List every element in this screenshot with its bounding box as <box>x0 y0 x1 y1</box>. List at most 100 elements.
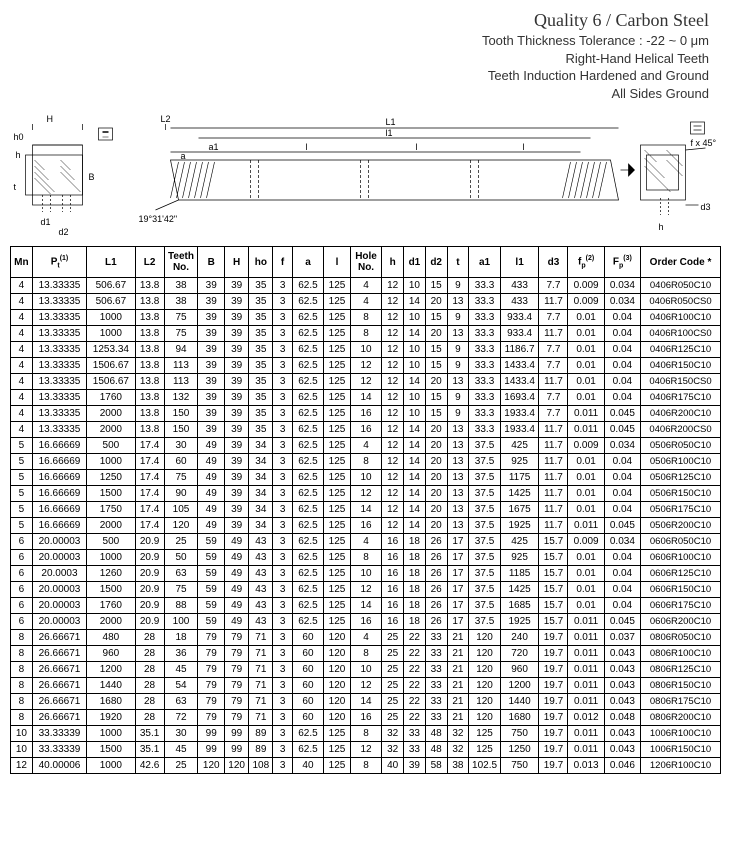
cell: 49 <box>225 550 249 566</box>
cell: 0.04 <box>604 374 640 390</box>
cell: 79 <box>198 630 225 646</box>
cell: 20 <box>425 486 447 502</box>
header-grinding: All Sides Ground <box>10 85 709 103</box>
table-row: 413.33335100013.875393935362.51258121015… <box>11 310 721 326</box>
cell: 17 <box>447 566 469 582</box>
cell: 15.7 <box>539 598 568 614</box>
cell: 25 <box>164 534 198 550</box>
cell: 62.5 <box>292 550 323 566</box>
cell: 0.011 <box>568 726 604 742</box>
cell: 20 <box>425 502 447 518</box>
cell: 8 <box>350 550 381 566</box>
cell: 13 <box>447 454 469 470</box>
cell: 9 <box>447 406 469 422</box>
cell: 79 <box>198 662 225 678</box>
cell: 75 <box>164 326 198 342</box>
cell: 20.00003 <box>32 550 86 566</box>
cell: 0.01 <box>568 310 604 326</box>
cell: 0.01 <box>568 374 604 390</box>
cell: 13 <box>447 422 469 438</box>
cell: 0406R125C10 <box>641 342 721 358</box>
cell: 12 <box>350 582 381 598</box>
cell: 79 <box>225 710 249 726</box>
cell: 39 <box>198 278 225 294</box>
cell: 3 <box>273 342 292 358</box>
cell: 38 <box>164 278 198 294</box>
cell: 34 <box>249 454 273 470</box>
col-Pt: Pt(1) <box>32 247 86 278</box>
cell: 506.67 <box>87 294 135 310</box>
cell: 62.5 <box>292 454 323 470</box>
cell: 62.5 <box>292 342 323 358</box>
cell: 0406R050CS0 <box>641 294 721 310</box>
cell: 125 <box>324 454 351 470</box>
cell: 11.7 <box>539 438 568 454</box>
cell: 14 <box>350 598 381 614</box>
cell: 22 <box>404 630 426 646</box>
cell: 12 <box>382 518 404 534</box>
cell: 18 <box>404 566 426 582</box>
cell: 33 <box>404 726 426 742</box>
table-row: 826.666719602836797971360120825223321120… <box>11 646 721 662</box>
cell: 49 <box>198 438 225 454</box>
col-h: h <box>382 247 404 278</box>
cell: 32 <box>447 742 469 758</box>
cell: 0506R100C10 <box>641 454 721 470</box>
cell: 1006R100C10 <box>641 726 721 742</box>
cell: 25 <box>164 758 198 774</box>
cell: 0.011 <box>568 614 604 630</box>
cell: 1260 <box>87 566 135 582</box>
cell: 16 <box>382 582 404 598</box>
cell: 125 <box>324 294 351 310</box>
table-row: 413.33335506.6713.838393935362.512541210… <box>11 278 721 294</box>
cell: 0.034 <box>604 534 640 550</box>
cell: 105 <box>164 502 198 518</box>
cell: 12 <box>382 438 404 454</box>
cell: 3 <box>273 278 292 294</box>
cell: 17 <box>447 550 469 566</box>
table-row: 413.333351253.3413.894393935362.51251012… <box>11 342 721 358</box>
cell: 62.5 <box>292 518 323 534</box>
cell: 79 <box>225 694 249 710</box>
cell: 62.5 <box>292 278 323 294</box>
cell: 1186.7 <box>500 342 539 358</box>
cell: 0506R150C10 <box>641 486 721 502</box>
cell: 1433.4 <box>500 358 539 374</box>
cell: 13 <box>447 438 469 454</box>
svg-text:L2: L2 <box>161 114 171 124</box>
cell: 33.3 <box>469 342 500 358</box>
cell: 13.33335 <box>32 310 86 326</box>
cell: 49 <box>198 454 225 470</box>
table-row: 413.33335506.6713.838393935362.512541214… <box>11 294 721 310</box>
cell: 9 <box>447 358 469 374</box>
cell: 0.045 <box>604 614 640 630</box>
col-l: l <box>324 247 351 278</box>
cell: 125 <box>324 326 351 342</box>
col-ho: ho <box>249 247 273 278</box>
table-head: MnPt(1)L1L2TeethNo.BHhofalHoleNo.hd1d2ta… <box>11 247 721 278</box>
cell: 1000 <box>87 550 135 566</box>
table-row: 826.666711440285479797136012012252233211… <box>11 678 721 694</box>
cell: 0.043 <box>604 742 640 758</box>
cell: 13 <box>447 502 469 518</box>
cell: 62.5 <box>292 310 323 326</box>
table-row: 620.00003150020.975594943362.51251216182… <box>11 582 721 598</box>
cell: 19.7 <box>539 758 568 774</box>
header-hardening: Teeth Induction Hardened and Ground <box>10 67 709 85</box>
cell: 1000 <box>87 726 135 742</box>
cell: 0.01 <box>568 502 604 518</box>
cell: 20 <box>425 438 447 454</box>
cell: 0.04 <box>604 358 640 374</box>
cell: 3 <box>273 598 292 614</box>
table-row: 516.66669100017.460493934362.51258121420… <box>11 454 721 470</box>
cell: 33.3 <box>469 406 500 422</box>
cell: 8 <box>350 454 381 470</box>
cell: 14 <box>350 502 381 518</box>
cell: 89 <box>249 742 273 758</box>
cell: 125 <box>324 518 351 534</box>
cell: 125 <box>324 342 351 358</box>
cell: 33.33339 <box>32 742 86 758</box>
cell: 500 <box>87 438 135 454</box>
cell: 3 <box>273 518 292 534</box>
cell: 925 <box>500 550 539 566</box>
